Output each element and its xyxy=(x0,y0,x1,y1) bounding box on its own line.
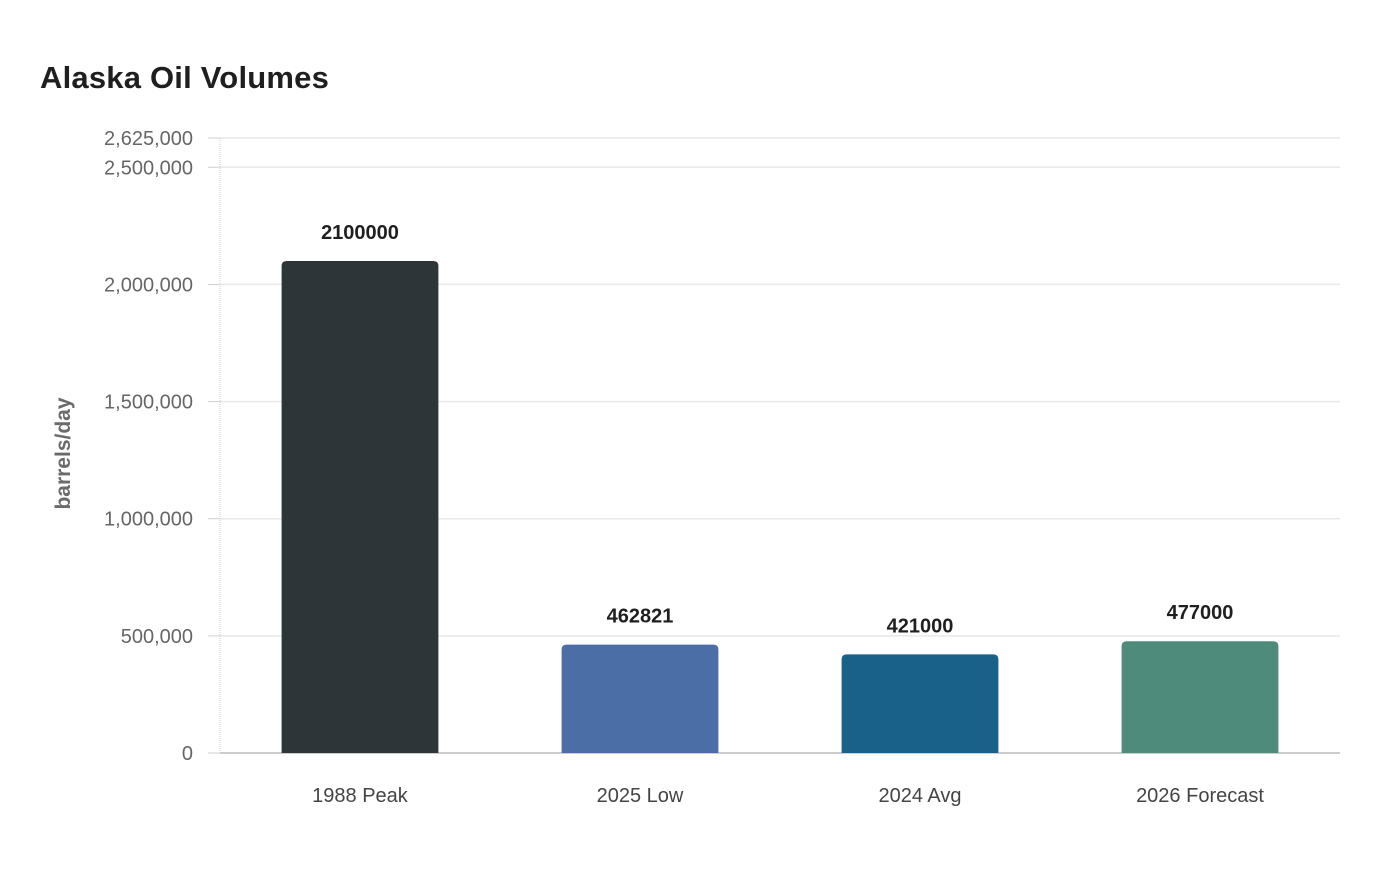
bars xyxy=(281,261,1279,753)
y-tick-label: 0 xyxy=(182,743,193,765)
data-label: 477000 xyxy=(1167,602,1234,624)
y-tick-label: 2,500,000 xyxy=(104,157,193,179)
bar-2025-low xyxy=(561,644,719,753)
data-label: 421000 xyxy=(887,615,954,637)
x-tick-label: 2024 Avg xyxy=(878,785,961,807)
y-tick-label: 2,625,000 xyxy=(104,128,193,150)
x-tick-label: 2025 Low xyxy=(597,785,684,807)
x-tick-label: 2026 Forecast xyxy=(1136,785,1264,807)
bar-2026-forecast xyxy=(1121,641,1279,753)
labels: 2100000 1988 Peak 462821 2025 Low 421000 2024… xyxy=(312,222,1264,807)
y-axis-title: barrels/day xyxy=(52,397,75,509)
y-tick-label: 1,000,000 xyxy=(104,509,193,531)
y-tick-label: 500,000 xyxy=(121,626,193,648)
x-tick-label: 1988 Peak xyxy=(312,785,409,807)
axes: 0 500,000 1,000,000 1,500,000 2,000,000 2,500… xyxy=(52,128,1340,765)
bar-2024-avg xyxy=(841,654,999,753)
bar-1988-peak xyxy=(281,261,439,753)
y-tick-label: 1,500,000 xyxy=(104,392,193,414)
data-label: 2100000 xyxy=(321,222,399,244)
y-tick-label: 2,000,000 xyxy=(104,274,193,296)
data-label: 462821 xyxy=(607,606,674,628)
chart-title: Alaska Oil Volumes xyxy=(40,60,330,95)
